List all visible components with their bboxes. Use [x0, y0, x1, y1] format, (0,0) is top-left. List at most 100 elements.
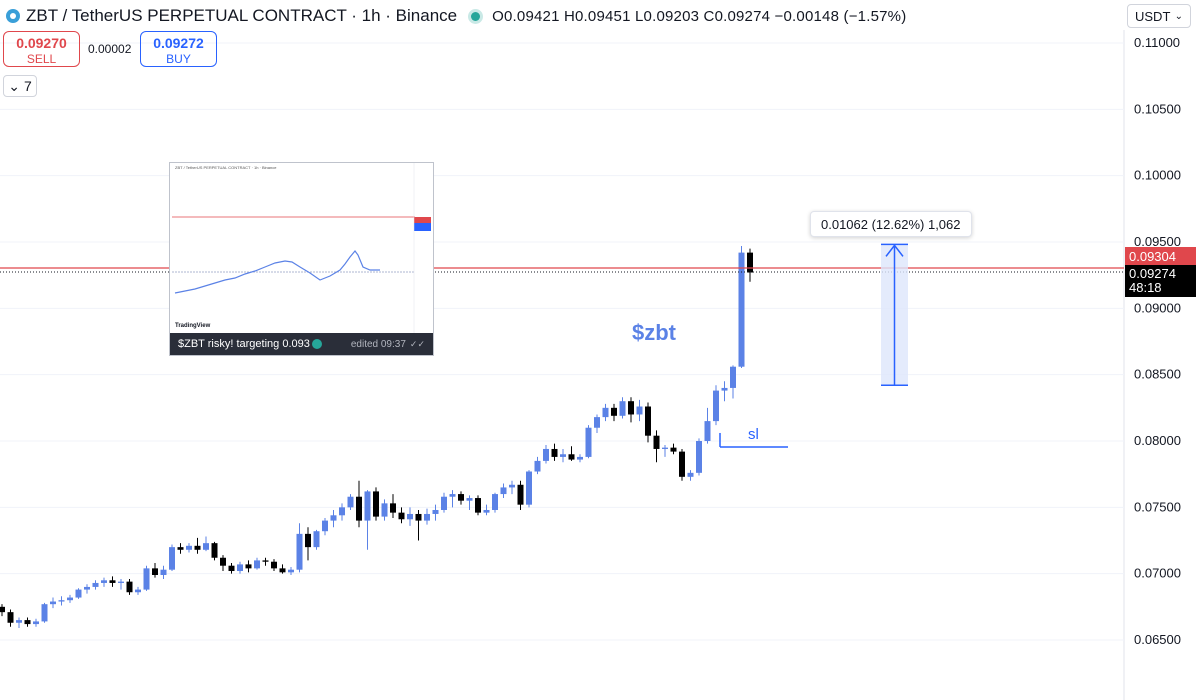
embedded-chart-thumbnail[interactable]: ZBT / TetherUS PERPETUAL CONTRACT · 1h ·…: [169, 162, 434, 356]
candle-body: [364, 491, 371, 521]
candle-body: [118, 581, 124, 583]
candle: [551, 443, 558, 461]
candle: [585, 425, 592, 459]
price-tick-label: 0.10500: [1134, 101, 1181, 116]
candle: [636, 399, 643, 422]
price-axis: 0.11000 0.10500 0.10000 0.09500 0.09000 0.085…: [1134, 35, 1181, 647]
candle: [186, 543, 192, 553]
candle: [347, 494, 354, 510]
candle-body: [135, 589, 141, 593]
candle: [670, 443, 677, 455]
candle: [126, 578, 133, 595]
candle: [101, 577, 107, 587]
candle-body: [696, 441, 702, 473]
candle: [628, 397, 634, 423]
candle: [0, 604, 5, 617]
candle: [687, 470, 694, 481]
candle: [713, 385, 719, 426]
candle-body: [254, 560, 260, 569]
stop-loss-annotation[interactable]: sl: [748, 426, 759, 443]
candle: [398, 507, 405, 524]
symbol-logo-icon[interactable]: [6, 9, 20, 23]
candle-body: [279, 568, 286, 573]
candle-body: [347, 496, 354, 508]
candle-body: [186, 545, 192, 550]
candle-body: [322, 520, 328, 532]
candle-body: [194, 545, 201, 550]
candle: [16, 617, 22, 629]
candle-body: [84, 586, 90, 590]
candle-body: [390, 503, 396, 513]
sell-button[interactable]: 0.09270 SELL: [3, 31, 80, 67]
candle-body: [483, 509, 490, 513]
candle: [424, 508, 430, 525]
candle-body: [526, 471, 532, 505]
currency-value: USDT: [1135, 8, 1171, 24]
candle: [237, 561, 243, 574]
market-status-icon: [471, 11, 481, 21]
candle: [296, 523, 303, 573]
candle: [330, 509, 337, 528]
candle: [194, 537, 201, 554]
candle-body: [432, 509, 439, 514]
candle: [602, 403, 609, 422]
indicators-toggle-button[interactable]: ⌄ 7: [3, 75, 37, 97]
candle: [619, 397, 626, 419]
candle-body: [339, 507, 345, 516]
double-check-icon: ✓✓: [409, 338, 425, 349]
candle-body: [101, 580, 107, 583]
candle: [245, 560, 252, 573]
candle-body: [16, 620, 22, 623]
candle-body: [143, 568, 150, 590]
candle: [92, 580, 99, 590]
candle-body: [177, 547, 184, 550]
candle: [339, 503, 345, 521]
price-tick-label: 0.07000: [1134, 566, 1181, 581]
candle: [696, 438, 702, 476]
green-circle-icon: [311, 339, 322, 349]
candle-body: [75, 589, 82, 598]
candle: [67, 594, 73, 603]
candle: [747, 248, 753, 282]
candle-body: [407, 513, 413, 520]
candle: [220, 555, 226, 572]
stop-loss-line[interactable]: [719, 432, 788, 448]
candle-body: [262, 560, 269, 562]
candle: [475, 495, 481, 516]
candle-body: [466, 498, 473, 501]
candle: [458, 491, 464, 505]
candle: [364, 490, 371, 550]
candle-body: [245, 564, 252, 569]
candle-body: [568, 454, 575, 460]
symbol-title[interactable]: ZBT / TetherUS PERPETUAL CONTRACT · 1h ·…: [26, 6, 458, 25]
bar-countdown: 48:18: [1129, 280, 1162, 295]
candle: [279, 564, 286, 574]
candle-body: [109, 580, 116, 583]
buy-button[interactable]: 0.09272 BUY: [140, 31, 217, 67]
candle: [738, 245, 745, 369]
ticker-annotation[interactable]: $zbt: [632, 320, 676, 345]
candle: [500, 483, 507, 499]
candle: [483, 504, 490, 516]
candle: [415, 509, 422, 541]
candle-body: [228, 565, 235, 572]
candle-body: [271, 561, 277, 569]
current-price-value: 0.09274: [1129, 266, 1176, 281]
chevron-down-icon: ⌄: [8, 77, 20, 94]
candle: [568, 446, 575, 461]
currency-select[interactable]: USDT ⌄: [1127, 4, 1191, 28]
candle: [271, 559, 277, 572]
candle-body: [730, 366, 736, 388]
measure-tool[interactable]: [881, 243, 908, 387]
candle-body: [398, 512, 405, 520]
sell-label: SELL: [26, 52, 57, 66]
candle-body: [687, 472, 694, 477]
candle: [33, 618, 39, 627]
candle-body: [356, 496, 362, 521]
candle-body: [713, 390, 719, 422]
candle: [560, 448, 566, 463]
candle-series: [0, 245, 753, 629]
candle-body: [449, 494, 456, 497]
candle: [441, 492, 447, 513]
candle: [432, 504, 439, 521]
